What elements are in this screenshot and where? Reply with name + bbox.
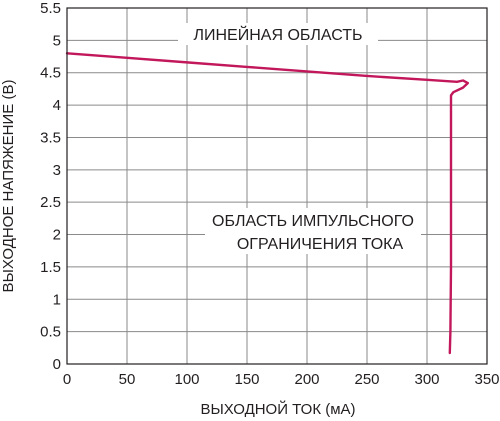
x-tick-label: 150 — [234, 371, 259, 388]
x-tick-label: 300 — [414, 371, 439, 388]
y-tick-label: 2 — [53, 227, 61, 244]
annotation-pulse-region-line2: ОГРАНИЧЕНИЯ ТОКА — [237, 236, 404, 253]
annotation-pulse-bg — [205, 208, 421, 254]
x-tick-label: 200 — [294, 371, 319, 388]
annotation-linear-bg — [178, 23, 378, 45]
annotation-pulse-region-line1: ОБЛАСТЬ ИМПУЛЬСНОГО — [212, 213, 414, 230]
series — [65, 52, 469, 355]
y-tick-label: 5.5 — [40, 0, 61, 17]
y-tick-label: 4.5 — [40, 65, 61, 82]
y-tick-label: 5 — [53, 32, 61, 49]
y-tick-label: 3 — [53, 162, 61, 179]
y-tick-label: 0.5 — [40, 324, 61, 341]
y-tick-label: 4 — [53, 97, 61, 114]
y-tick-label: 2.5 — [40, 194, 61, 211]
tick-labels: 0 50 100 150 200 250 300 350 0 0.5 1 1.5 2 2.5 3 3.5 4 4.… — [40, 0, 499, 388]
y-tick-label: 0 — [53, 356, 61, 373]
x-tick-label: 50 — [119, 371, 136, 388]
x-tick-label: 0 — [63, 371, 71, 388]
y-axis-title: ВЫХОДНОЕ НАПЯЖЕНИЕ (В) — [0, 80, 17, 293]
plot-frame — [66, 7, 488, 365]
y-tick-label: 1.5 — [40, 259, 61, 276]
annotation-linear-region: ЛИНЕЙНАЯ ОБЛАСТЬ — [193, 25, 362, 44]
x-tick-label: 250 — [354, 371, 379, 388]
x-axis-title: ВЫХОДНОЙ ТОК (мА) — [200, 400, 355, 418]
y-tick-label: 1 — [53, 291, 61, 308]
series-line — [65, 52, 469, 355]
x-tick-label: 350 — [474, 371, 499, 388]
y-tick-label: 3.5 — [40, 129, 61, 146]
x-tick-label: 100 — [174, 371, 199, 388]
